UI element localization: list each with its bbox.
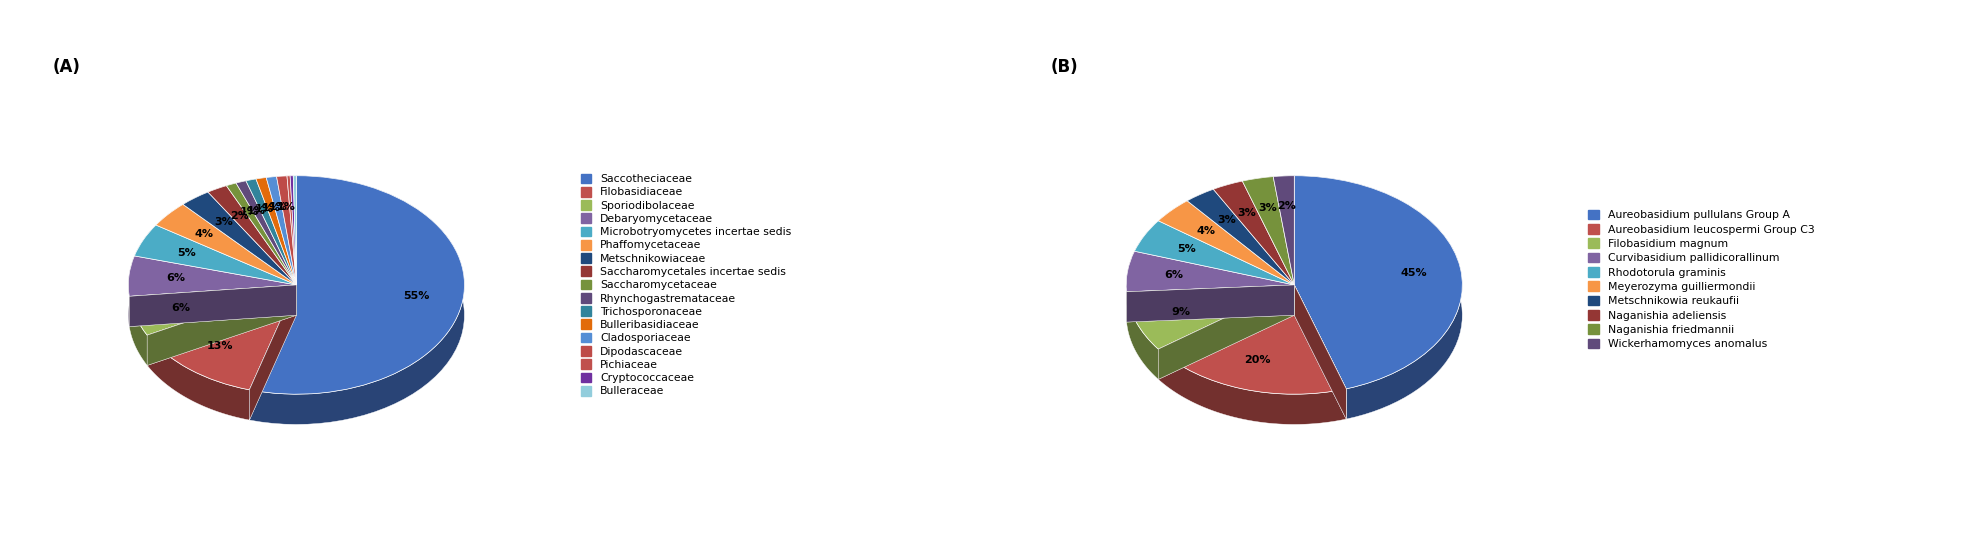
Polygon shape: [1158, 285, 1294, 379]
Text: 3%: 3%: [1237, 208, 1255, 218]
Polygon shape: [184, 192, 207, 235]
Polygon shape: [249, 176, 464, 425]
Wedge shape: [207, 186, 296, 285]
Polygon shape: [128, 285, 296, 327]
Legend: Aureobasidium pullulans Group A, Aureobasidium leucospermi Group C3, Filobasidiu: Aureobasidium pullulans Group A, Aureoba…: [1587, 208, 1816, 351]
Text: 4%: 4%: [1197, 226, 1215, 236]
Polygon shape: [146, 335, 249, 420]
Wedge shape: [249, 176, 464, 394]
Text: 1%: 1%: [261, 203, 281, 213]
Text: 13%: 13%: [206, 341, 233, 351]
Polygon shape: [1158, 349, 1346, 425]
Polygon shape: [1126, 251, 1134, 322]
Polygon shape: [287, 176, 290, 206]
Polygon shape: [128, 296, 146, 366]
Wedge shape: [128, 285, 296, 335]
Text: 55%: 55%: [403, 291, 429, 301]
Wedge shape: [267, 176, 296, 285]
Polygon shape: [1126, 285, 1294, 322]
Polygon shape: [156, 204, 184, 255]
Polygon shape: [1213, 181, 1243, 220]
Polygon shape: [146, 285, 296, 366]
Wedge shape: [1158, 285, 1346, 394]
Wedge shape: [235, 181, 296, 285]
Polygon shape: [1134, 221, 1158, 282]
Polygon shape: [227, 183, 235, 216]
Wedge shape: [1213, 181, 1294, 285]
Text: 3%: 3%: [213, 217, 233, 227]
Text: 45%: 45%: [1401, 267, 1427, 278]
Text: 6%: 6%: [166, 273, 186, 283]
Text: 5%: 5%: [176, 248, 196, 258]
Wedge shape: [277, 176, 296, 285]
Polygon shape: [277, 176, 287, 207]
Wedge shape: [156, 204, 296, 285]
Polygon shape: [1158, 285, 1294, 379]
Wedge shape: [1126, 285, 1294, 349]
Polygon shape: [134, 225, 156, 286]
Wedge shape: [1126, 251, 1294, 292]
Text: 2%: 2%: [229, 210, 249, 221]
Wedge shape: [1294, 176, 1462, 389]
Text: (B): (B): [1051, 58, 1079, 76]
Text: 1%: 1%: [277, 202, 294, 212]
Wedge shape: [292, 176, 296, 285]
Text: 5%: 5%: [1178, 244, 1195, 254]
Wedge shape: [227, 183, 296, 285]
Legend: Saccotheciaceae, Filobasidiaceae, Sporiodibolaceae, Debaryomycetaceae, Microbotr: Saccotheciaceae, Filobasidiaceae, Sporio…: [579, 172, 794, 398]
Text: 1%: 1%: [255, 204, 273, 214]
Text: 9%: 9%: [1172, 306, 1190, 317]
Text: 20%: 20%: [1243, 355, 1271, 365]
Polygon shape: [245, 179, 257, 211]
Wedge shape: [1158, 201, 1294, 285]
Text: 2%: 2%: [1276, 202, 1296, 212]
Wedge shape: [287, 176, 296, 285]
Polygon shape: [292, 176, 296, 206]
Wedge shape: [1273, 176, 1294, 285]
Polygon shape: [1294, 285, 1346, 419]
Polygon shape: [207, 186, 227, 222]
Polygon shape: [1273, 176, 1294, 207]
Polygon shape: [249, 285, 296, 420]
Wedge shape: [257, 178, 296, 285]
Text: 6%: 6%: [172, 302, 190, 312]
Polygon shape: [290, 176, 292, 206]
Polygon shape: [1294, 176, 1462, 419]
Polygon shape: [1188, 189, 1213, 231]
Polygon shape: [1243, 176, 1273, 212]
Text: 1%: 1%: [269, 202, 288, 212]
Text: 3%: 3%: [1217, 215, 1235, 225]
Polygon shape: [235, 181, 245, 213]
Polygon shape: [128, 256, 134, 327]
Wedge shape: [1188, 189, 1294, 285]
Wedge shape: [1243, 176, 1294, 285]
Polygon shape: [1158, 201, 1188, 251]
Polygon shape: [1294, 285, 1346, 419]
Text: 4%: 4%: [196, 229, 213, 239]
Polygon shape: [267, 176, 277, 208]
Wedge shape: [1134, 221, 1294, 285]
Wedge shape: [128, 256, 296, 296]
Wedge shape: [146, 285, 296, 390]
Text: 1%: 1%: [247, 206, 267, 216]
Polygon shape: [1126, 285, 1294, 322]
Polygon shape: [1126, 292, 1158, 379]
Text: 6%: 6%: [1164, 270, 1184, 280]
Text: 1%: 1%: [239, 208, 259, 218]
Wedge shape: [134, 225, 296, 285]
Text: 3%: 3%: [1259, 203, 1276, 213]
Polygon shape: [257, 178, 267, 209]
Polygon shape: [249, 285, 296, 420]
Wedge shape: [290, 176, 296, 285]
Text: (A): (A): [53, 58, 81, 76]
Wedge shape: [245, 179, 296, 285]
Polygon shape: [146, 285, 296, 366]
Wedge shape: [184, 192, 296, 285]
Polygon shape: [128, 285, 296, 327]
